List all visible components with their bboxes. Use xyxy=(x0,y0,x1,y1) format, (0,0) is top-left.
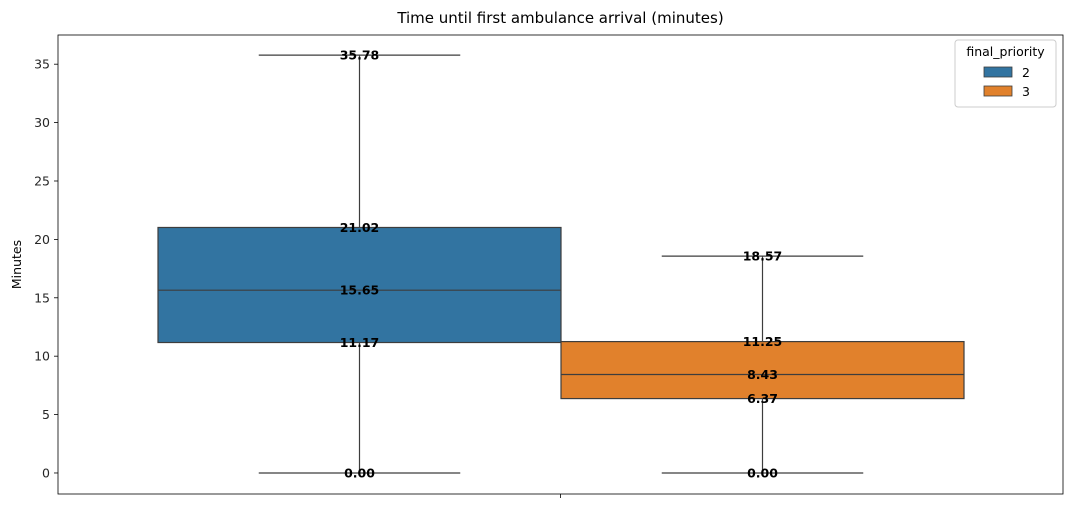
q3-label: 11.25 xyxy=(743,334,783,349)
y-tick-label: 20 xyxy=(34,232,50,247)
min-label: 0.00 xyxy=(344,465,375,480)
y-tick-label: 5 xyxy=(42,407,50,422)
y-tick-label: 35 xyxy=(34,57,50,72)
q1-label: 11.17 xyxy=(340,335,380,350)
y-axis: 0 5 10 15 20 25 30 35 xyxy=(34,57,58,480)
iqr-box xyxy=(157,226,562,344)
legend-swatch-3 xyxy=(983,85,1013,97)
q3-label: 21.02 xyxy=(340,220,380,235)
q1-label: 6.37 xyxy=(747,391,778,406)
legend-label-2: 2 xyxy=(1022,65,1030,80)
min-label: 0.00 xyxy=(747,465,778,480)
y-tick-label: 10 xyxy=(34,349,50,364)
max-label: 35.78 xyxy=(340,48,380,63)
box-plots: 35.78 21.02 15.65 11.17 0.00 18.57 11.25 8.43 6.… xyxy=(157,48,965,480)
y-tick-label: 25 xyxy=(34,173,50,188)
legend-title: final_priority xyxy=(966,44,1045,59)
y-axis-label: Minutes xyxy=(9,240,24,289)
legend: final_priority 2 3 xyxy=(954,39,1057,108)
median-label: 8.43 xyxy=(747,367,778,382)
legend-label-3: 3 xyxy=(1022,84,1030,99)
box-series-2: 35.78 21.02 15.65 11.17 0.00 xyxy=(157,48,562,480)
y-tick-label: 0 xyxy=(42,465,50,480)
legend-swatch-2 xyxy=(983,66,1013,78)
median-label: 15.65 xyxy=(340,283,380,298)
y-tick-label: 15 xyxy=(34,290,50,305)
box-series-3: 18.57 11.25 8.43 6.37 0.00 xyxy=(560,249,965,480)
max-label: 18.57 xyxy=(743,249,783,264)
chart-title: Time until first ambulance arrival (minu… xyxy=(396,9,723,27)
y-tick-label: 30 xyxy=(34,115,50,130)
iqr-box xyxy=(560,340,965,400)
